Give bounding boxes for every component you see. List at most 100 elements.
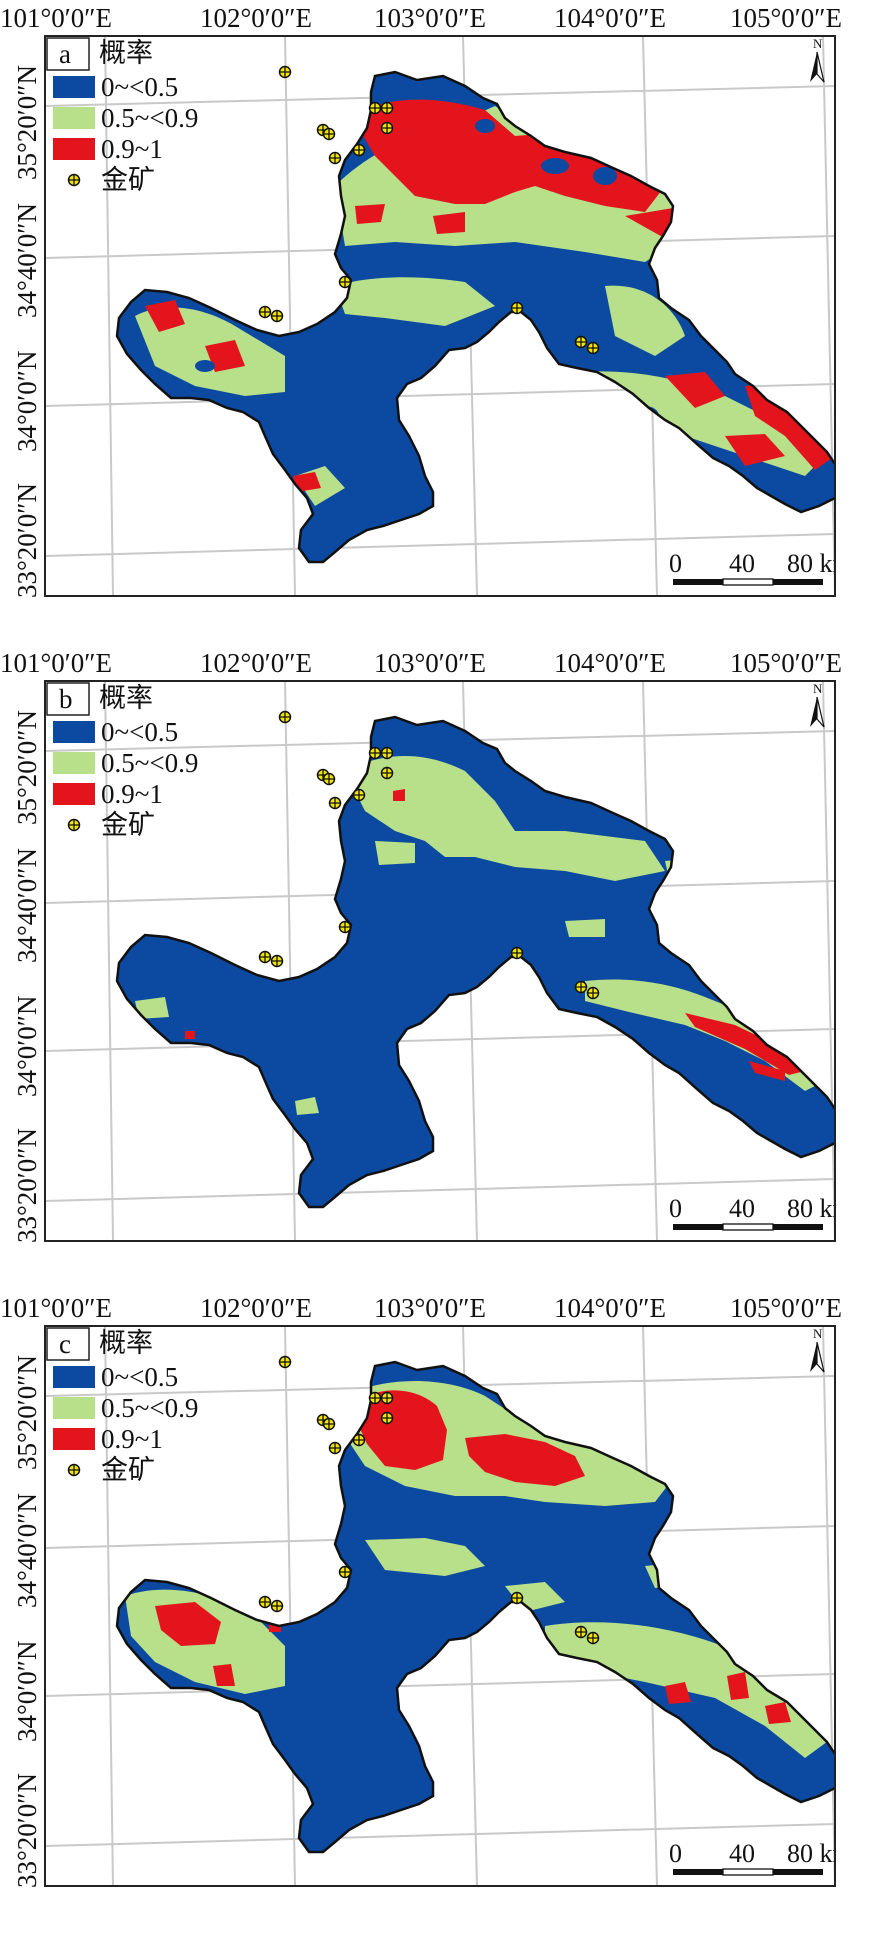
gold-deposit-icon <box>338 275 352 289</box>
legend-swatch-low <box>53 1366 95 1388</box>
gold-deposit-icon <box>258 950 272 964</box>
gold-deposit-icon <box>328 1441 342 1455</box>
gold-deposit-icon <box>368 746 382 760</box>
legend-title: 概率 <box>99 1328 153 1358</box>
legend-label-high: 0.9~1 <box>101 779 163 809</box>
panel-b: 101°0′0″E 102°0′0″E 103°0′0″E 104°0′0″E … <box>0 648 853 1243</box>
gold-deposit-icon <box>380 121 394 135</box>
gold-deposit-icon <box>270 309 284 323</box>
panel-tag: c <box>59 1329 71 1359</box>
legend-gold-icon <box>67 173 81 187</box>
north-arrow-icon: N <box>810 681 825 728</box>
legend-swatch-high <box>53 138 95 160</box>
scale-label-80: 80 km <box>787 549 853 578</box>
scale-label-80: 80 km <box>787 1839 853 1868</box>
scale-bar: 0 40 80 km <box>669 1194 853 1231</box>
scale-label-40: 40 <box>729 1194 755 1223</box>
probability-surface <box>115 715 835 1209</box>
gold-deposit-icon <box>352 1433 366 1447</box>
legend-swatch-mid <box>53 1397 95 1419</box>
lat-label: 35°20′0″N <box>12 1355 42 1470</box>
scale-label-40: 40 <box>729 549 755 578</box>
lon-label: 104°0′0″E <box>554 648 666 678</box>
gold-deposit-icon <box>510 946 524 960</box>
legend: b 概率 0~<0.5 0.5~<0.9 0.9~1 金矿 <box>46 682 198 840</box>
lat-label: 34°0′0″N <box>12 996 42 1097</box>
probability-surface <box>115 1360 835 1854</box>
lon-label: 101°0′0″E <box>0 1293 112 1323</box>
scale-label-40: 40 <box>729 1839 755 1868</box>
gold-deposit-icon <box>380 101 394 115</box>
lat-label: 34°40′0″N <box>12 848 42 963</box>
legend-label-low: 0~<0.5 <box>101 717 178 747</box>
north-arrow-icon: N <box>810 1326 825 1373</box>
gold-deposit-icon <box>278 710 292 724</box>
panel-a: 101°0′0″E 102°0′0″E 103°0′0″E 104°0′0″E … <box>0 3 853 598</box>
gold-deposit-icon <box>586 1631 600 1645</box>
lat-label: 34°40′0″N <box>12 1493 42 1608</box>
gold-deposit-icon <box>380 746 394 760</box>
legend-label-gold: 金矿 <box>101 165 155 195</box>
lon-label: 105°0′0″E <box>730 648 842 678</box>
lat-label: 35°20′0″N <box>12 710 42 825</box>
svg-text:N: N <box>813 36 823 51</box>
legend-label-mid: 0.5~<0.9 <box>101 1393 198 1423</box>
gold-deposit-icon <box>574 1625 588 1639</box>
lon-label: 104°0′0″E <box>554 3 666 33</box>
lon-label: 102°0′0″E <box>200 3 312 33</box>
panel-tag: b <box>59 684 73 714</box>
gold-deposits <box>258 710 600 1000</box>
gold-deposit-icon <box>270 954 284 968</box>
legend-swatch-high <box>53 783 95 805</box>
gold-deposit-icon <box>338 920 352 934</box>
scale-bar: 0 40 80 km <box>669 549 853 586</box>
legend-title: 概率 <box>99 683 153 713</box>
gold-deposit-icon <box>322 127 336 141</box>
scale-label-0: 0 <box>669 1839 682 1868</box>
lon-label: 104°0′0″E <box>554 1293 666 1323</box>
gold-deposit-icon <box>278 65 292 79</box>
legend-label-gold: 金矿 <box>101 1455 155 1485</box>
gold-deposit-icon <box>574 980 588 994</box>
legend-swatch-mid <box>53 107 95 129</box>
svg-text:N: N <box>813 1326 823 1341</box>
lat-label: 33°20′0″N <box>12 483 42 598</box>
probability-surface <box>115 70 835 564</box>
gold-deposit-icon <box>380 1411 394 1425</box>
gold-deposit-icon <box>258 305 272 319</box>
gold-deposit-icon <box>352 143 366 157</box>
gold-deposit-icon <box>368 101 382 115</box>
legend-label-low: 0~<0.5 <box>101 72 178 102</box>
lat-label: 34°40′0″N <box>12 203 42 318</box>
lat-label: 34°0′0″N <box>12 1641 42 1742</box>
legend-label-high: 0.9~1 <box>101 134 163 164</box>
legend-label-mid: 0.5~<0.9 <box>101 103 198 133</box>
legend-swatch-low <box>53 721 95 743</box>
lon-label: 103°0′0″E <box>374 1293 486 1323</box>
lon-label: 102°0′0″E <box>200 1293 312 1323</box>
gold-deposit-icon <box>338 1565 352 1579</box>
lon-label: 101°0′0″E <box>0 3 112 33</box>
gold-deposit-icon <box>278 1355 292 1369</box>
svg-text:N: N <box>813 681 823 696</box>
lat-label: 34°0′0″N <box>12 351 42 452</box>
scale-label-80: 80 km <box>787 1194 853 1223</box>
legend-label-high: 0.9~1 <box>101 1424 163 1454</box>
gold-deposits <box>258 1355 600 1645</box>
gold-deposit-icon <box>322 772 336 786</box>
gold-deposit-icon <box>270 1599 284 1613</box>
legend-label-mid: 0.5~<0.9 <box>101 748 198 778</box>
gold-deposit-icon <box>586 341 600 355</box>
gold-deposit-icon <box>328 151 342 165</box>
legend-gold-icon <box>67 1463 81 1477</box>
legend-title: 概率 <box>99 38 153 68</box>
legend-gold-icon <box>67 818 81 832</box>
lat-label: 35°20′0″N <box>12 65 42 180</box>
lon-label: 103°0′0″E <box>374 3 486 33</box>
legend: a 概率 0~<0.5 0.5~<0.9 0.9~1 金矿 <box>46 37 198 195</box>
gold-deposit-icon <box>380 766 394 780</box>
gold-deposit-icon <box>322 1417 336 1431</box>
lon-label: 105°0′0″E <box>730 3 842 33</box>
